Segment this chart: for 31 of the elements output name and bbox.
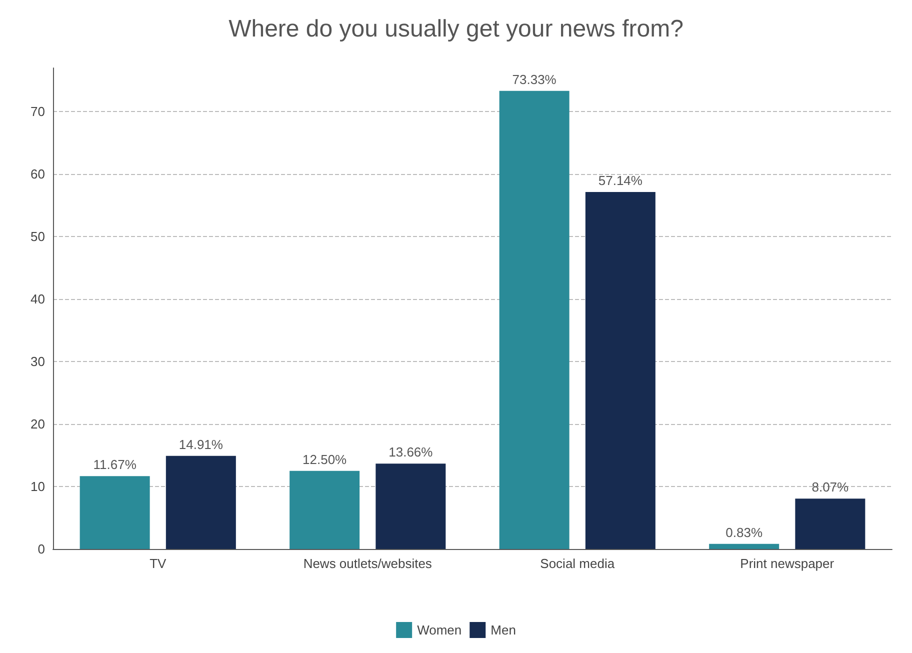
data-label: 12.50% bbox=[302, 452, 348, 467]
bar bbox=[290, 470, 360, 549]
x-tick-label: Social media bbox=[540, 556, 616, 571]
y-tick-label: 70 bbox=[30, 104, 45, 120]
y-tick-label: 30 bbox=[30, 354, 45, 370]
data-label: 0.83% bbox=[726, 524, 763, 540]
data-label: 57.14% bbox=[598, 173, 643, 188]
legend-label: Women bbox=[417, 622, 462, 638]
x-tick-label: News outlets/websites bbox=[303, 556, 432, 571]
legend-label: Men bbox=[490, 622, 516, 638]
bar bbox=[585, 192, 656, 549]
bar bbox=[709, 544, 780, 549]
y-tick-label: 0 bbox=[38, 542, 45, 556]
data-label: 73.33% bbox=[512, 72, 557, 87]
bar bbox=[80, 476, 150, 549]
bar bbox=[166, 456, 236, 549]
y-tick-label: 50 bbox=[30, 229, 45, 244]
x-tick-label: TV bbox=[150, 556, 167, 571]
bar bbox=[499, 90, 570, 549]
data-label: 13.66% bbox=[388, 444, 434, 460]
bar bbox=[795, 498, 866, 549]
data-label: 11.67% bbox=[93, 457, 137, 472]
y-tick-label: 60 bbox=[30, 166, 45, 182]
data-label: 8.07% bbox=[812, 480, 850, 495]
y-tick-label: 10 bbox=[30, 479, 45, 494]
data-label: 14.91% bbox=[178, 436, 224, 452]
x-tick-label: Print newspaper bbox=[740, 556, 835, 571]
chart-title: Where do you usually get your news from? bbox=[228, 16, 684, 42]
y-tick-label: 20 bbox=[30, 416, 45, 432]
bar bbox=[376, 464, 446, 549]
y-tick-label: 40 bbox=[30, 292, 45, 307]
